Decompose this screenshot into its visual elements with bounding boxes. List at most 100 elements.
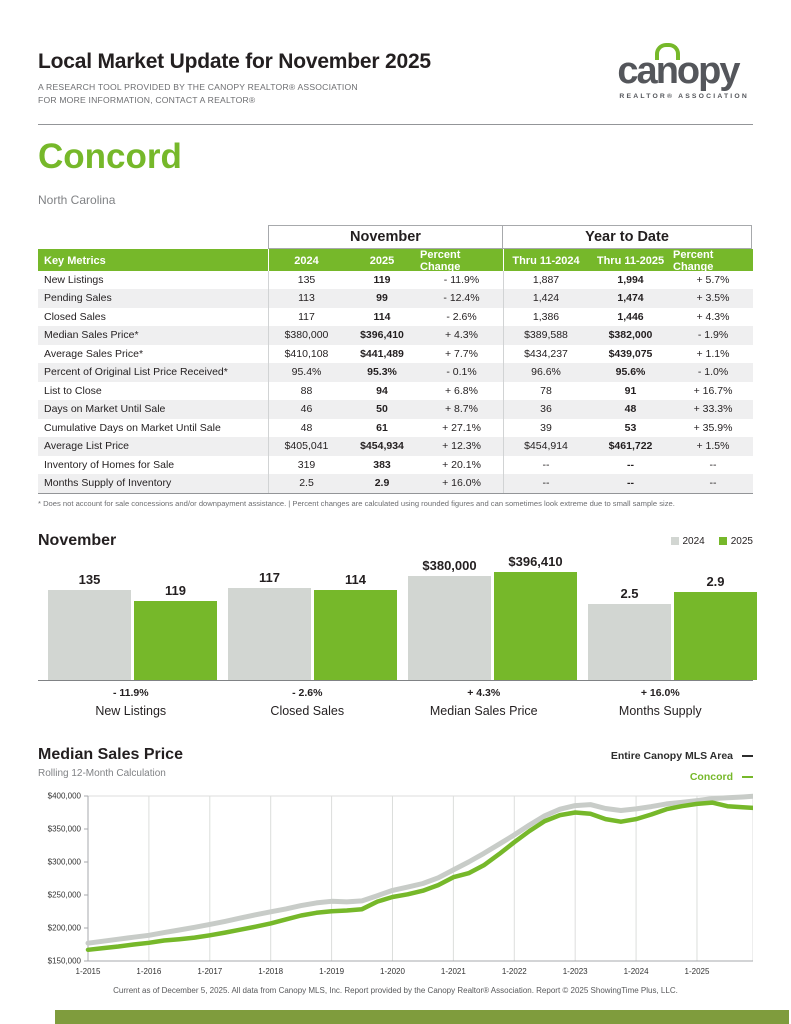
metric-value: -- (503, 474, 588, 493)
metric-value: 117 (268, 307, 344, 327)
bar-group-label: - 11.9% New Listings (48, 687, 214, 718)
line-chart-subtitle: Rolling 12-Month Calculation (38, 767, 166, 779)
bar-chart-legend: 2024 2025 (657, 536, 753, 547)
x-tick-label: 1-2023 (563, 967, 588, 976)
bar-value-label: $380,000 (422, 557, 477, 573)
bar-column: 2.9 (674, 574, 757, 680)
metric-value: 61 (376, 421, 388, 434)
metric-value: 2.5 (268, 474, 344, 493)
metric-value: - 1.0% (697, 366, 729, 379)
bar-group: $380,000 $396,410 (408, 554, 577, 680)
table-row: Percent of Original List Price Received*… (38, 363, 753, 382)
metric-value: 36 (503, 400, 588, 419)
canopy-logo: can opy REALTOR® ASSOCIATION (617, 43, 749, 100)
x-tick-label: 1-2016 (136, 967, 161, 976)
bar-category-label: Median Sales Price (429, 703, 538, 718)
report-footer: Current as of December 5, 2025. All data… (113, 985, 678, 995)
table-header-cell: 2025 (369, 254, 395, 267)
bar-change-label: + 16.0% (640, 686, 680, 699)
bar-2025 (134, 600, 217, 680)
x-tick-label: 1-2019 (319, 967, 344, 976)
bar-group: 135 119 (48, 572, 217, 680)
median-price-line-chart: $400,000 $350,000 $300,000 $250,000 $200,000… (48, 791, 753, 976)
metric-value: 94 (376, 384, 388, 397)
metric-value: 78 (503, 381, 588, 401)
metric-name: Months Supply of Inventory (44, 477, 172, 490)
table-row: Months Supply of Inventory 2.5 2.9 + 16.0% -… (38, 474, 753, 493)
y-tick-label: $250,000 (48, 890, 82, 899)
bar-column: 119 (134, 583, 217, 680)
metric-value: + 1.5% (696, 440, 730, 453)
key-metrics-table: November Year to Date Key Metrics 2024 202… (38, 224, 753, 508)
metric-value: $439,075 (608, 347, 653, 360)
x-tick-label: 1-2024 (624, 967, 649, 976)
table-header-key-metrics: Key Metrics (44, 254, 106, 267)
table-group-header-spacer (38, 225, 268, 249)
bar-chart-plot: 135 119 117 114 $380,000 $396,410 2.5 2.9 (38, 552, 757, 681)
november-bar-chart-section: November 2024 2025 135 119 117 114 $380,000 $… (38, 531, 757, 718)
bar-2024 (228, 587, 311, 680)
area-name: Concord (38, 136, 182, 176)
metric-value: 91 (624, 384, 637, 397)
bar-chart-title: November (38, 531, 117, 549)
metric-value: + 35.9% (693, 421, 733, 434)
metric-value: + 3.5% (696, 292, 730, 305)
metric-value: -- (709, 477, 717, 490)
table-group-header-row: November Year to Date (38, 224, 753, 249)
y-tick-label: $350,000 (48, 824, 82, 833)
table-row: Pending Sales 113 99 - 12.4% 1,424 1,474 + 3.5… (38, 289, 753, 308)
legend-item-concord: Concord (611, 767, 753, 788)
metric-value: 319 (268, 455, 344, 475)
bar-column: $380,000 (408, 558, 491, 680)
metric-value: $405,041 (268, 437, 344, 456)
table-row: Days on Market Until Sale 46 50 + 8.7% 36 48 +… (38, 400, 753, 419)
bar-category-label: Months Supply (618, 703, 702, 718)
table-header-cell: Percent Change (673, 248, 714, 273)
metric-value: 48 (268, 418, 344, 438)
metric-value: -- (627, 458, 634, 471)
table-header-cell: Thru 11-2025 (596, 254, 665, 267)
metric-value: $382,000 (608, 329, 653, 342)
x-tick-label: 1-2025 (685, 967, 710, 976)
bar-2024 (588, 603, 671, 680)
metric-name: Average Sales Price* (44, 347, 144, 360)
metric-name: Average List Price (44, 440, 130, 453)
header-divider (38, 123, 753, 125)
metric-value: - 2.6% (446, 310, 477, 323)
metric-name: Closed Sales (44, 310, 106, 323)
table-row: List to Close 88 94 + 6.8% 78 91 + 16.7% (38, 381, 753, 401)
bar-column: 117 (228, 570, 311, 680)
metric-value: 95.3% (367, 366, 397, 379)
table-header-cell: Thru 11-2024 (503, 248, 588, 273)
metric-name: Pending Sales (44, 292, 112, 305)
bar-column: 2.5 (588, 586, 671, 680)
metric-value: - 0.1% (446, 366, 477, 379)
bar-value-label: 119 (165, 582, 186, 598)
metric-value: 88 (268, 381, 344, 401)
metric-value: 53 (624, 421, 637, 434)
metric-value: + 6.8% (445, 384, 478, 397)
bar-column: $396,410 (494, 554, 577, 680)
x-tick-label: 1-2018 (258, 967, 283, 976)
table-row: Inventory of Homes for Sale 319 383 + 20.1%… (38, 455, 753, 475)
bar-value-label: 2.9 (706, 573, 725, 589)
metric-value: 383 (373, 458, 391, 471)
canopy-arc-icon (654, 43, 680, 60)
table-row: Average List Price $405,041 $454,934 + 12.3… (38, 437, 753, 456)
bar-group-label: - 2.6% Closed Sales (225, 687, 391, 718)
metric-value: - 1.9% (697, 329, 729, 342)
bar-change-label: - 11.9% (112, 686, 149, 699)
metric-value: 135 (268, 270, 344, 290)
table-group-header-year-to-date: Year to Date (502, 224, 752, 249)
metric-value: + 8.7% (445, 403, 478, 416)
bar-group-label: + 16.0% Months Supply (578, 687, 744, 718)
metric-value: 99 (376, 292, 388, 305)
metric-value: 39 (503, 418, 588, 438)
metric-value: -- (627, 477, 634, 490)
metric-value: $389,588 (503, 326, 588, 345)
bar-group: 117 114 (228, 570, 397, 680)
table-row: New Listings 135 119 - 11.9% 1,887 1,994 + 5.7… (38, 270, 753, 290)
metric-value: 50 (376, 403, 388, 416)
metric-value: + 5.7% (696, 273, 730, 286)
bar-2024 (408, 575, 491, 680)
